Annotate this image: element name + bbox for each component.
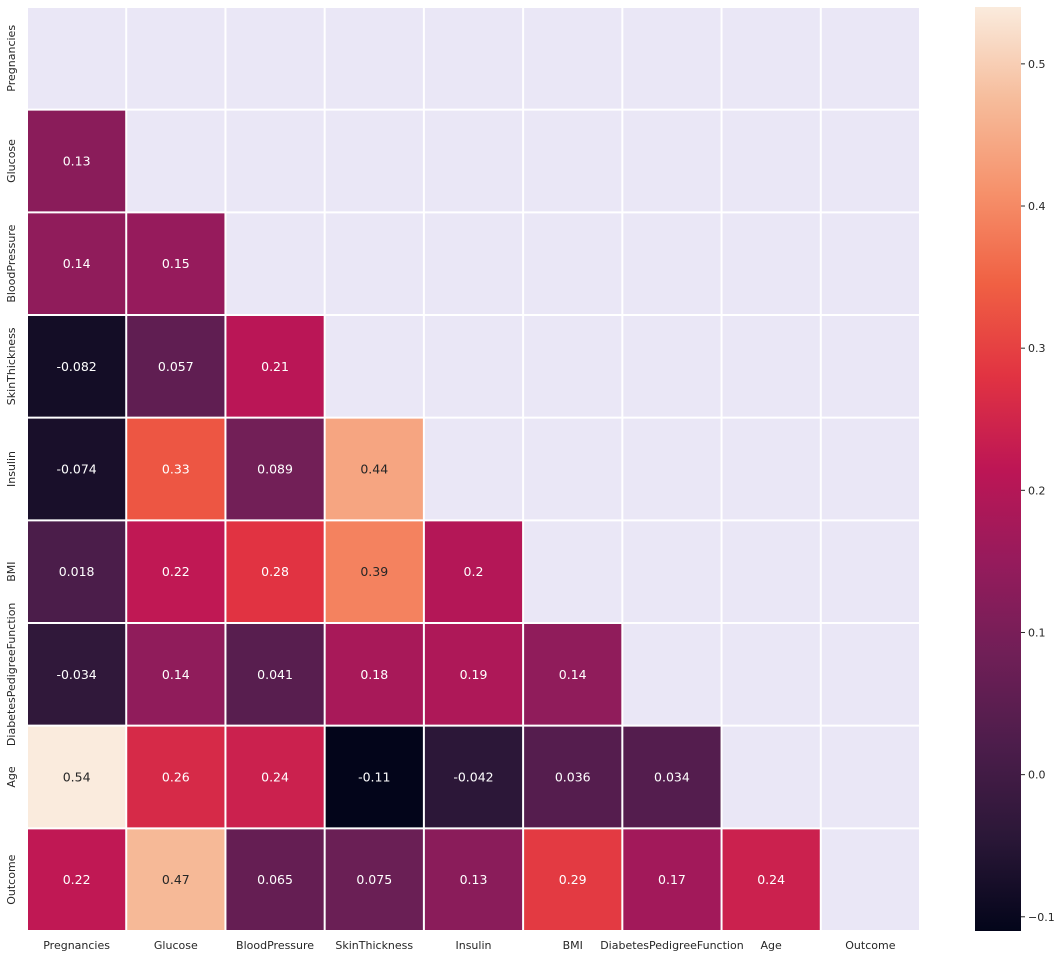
heatmap-cell xyxy=(324,520,424,623)
y-tick-label: Glucose xyxy=(5,139,18,183)
x-tick-label: Outcome xyxy=(845,939,895,952)
heatmap-cell xyxy=(126,623,226,726)
cell-value-label: -0.034 xyxy=(56,667,96,682)
heatmap-cell xyxy=(27,212,127,315)
heatmap-cell xyxy=(324,417,424,521)
heatmap-cell xyxy=(27,623,127,726)
cell-value-label: 0.44 xyxy=(360,462,388,477)
cell-value-label: 0.036 xyxy=(555,770,591,785)
cell-value-label: -0.082 xyxy=(56,359,96,374)
cell-value-label: 0.018 xyxy=(59,564,95,579)
cell-value-label: 0.17 xyxy=(658,872,686,887)
heatmap-cell xyxy=(27,315,127,418)
heatmap-cell xyxy=(523,725,623,829)
colorbar-tick-label: 0.4 xyxy=(1028,200,1046,213)
heatmap-cell xyxy=(423,520,524,623)
x-tick-label: Age xyxy=(761,939,783,952)
cell-value-label: 0.065 xyxy=(257,872,293,887)
heatmap-cell xyxy=(225,417,325,521)
cell-value-label: 0.089 xyxy=(257,462,293,477)
cell-value-label: -0.11 xyxy=(358,770,390,785)
x-tick-label: DiabetesPedigreeFunction xyxy=(600,939,743,952)
x-tick-label: Pregnancies xyxy=(43,939,110,952)
heatmap-cell xyxy=(126,212,226,315)
y-tick-label: DiabetesPedigreeFunction xyxy=(5,603,18,746)
heatmap-cell xyxy=(423,623,524,726)
y-tick-label: Insulin xyxy=(5,451,18,487)
heatmap-cell xyxy=(126,417,226,521)
x-tick-label: Glucose xyxy=(154,939,198,952)
cell-value-label: -0.074 xyxy=(56,462,96,477)
cell-value-label: 0.14 xyxy=(559,667,587,682)
cell-value-label: 0.22 xyxy=(162,564,190,579)
heatmap-cell xyxy=(225,520,325,623)
cell-value-label: 0.26 xyxy=(162,770,190,785)
colorbar xyxy=(975,7,1021,931)
heatmap-cell xyxy=(423,725,524,829)
cell-value-label: 0.057 xyxy=(158,359,194,374)
cell-value-label: 0.24 xyxy=(757,872,785,887)
colorbar-tick-label: 0.0 xyxy=(1028,769,1046,782)
heatmap-cell xyxy=(523,623,623,726)
y-tick-label: BMI xyxy=(5,562,18,582)
cell-value-label: 0.24 xyxy=(261,770,289,785)
heatmap-cell xyxy=(324,828,424,931)
colorbar-tick-label: 0.3 xyxy=(1028,342,1046,355)
heatmap-cell xyxy=(225,725,325,829)
cell-value-label: 0.13 xyxy=(460,872,488,887)
y-tick-label: Age xyxy=(5,766,18,788)
heatmap-cell xyxy=(721,828,821,931)
cell-value-label: 0.21 xyxy=(261,359,289,374)
y-tick-label: SkinThickness xyxy=(5,327,18,405)
cell-value-label: 0.13 xyxy=(63,154,91,169)
y-tick-label: BloodPressure xyxy=(5,224,18,302)
heatmap-cell xyxy=(27,520,127,623)
x-tick-label: Insulin xyxy=(455,939,491,952)
cell-value-label: 0.2 xyxy=(464,564,484,579)
heatmap-cell xyxy=(27,417,127,521)
heatmap-cell xyxy=(324,623,424,726)
heatmap-cell xyxy=(27,109,127,213)
heatmap-cell xyxy=(225,315,325,418)
cell-value-label: 0.22 xyxy=(63,872,91,887)
heatmap-cell xyxy=(126,315,226,418)
y-tick-label: Pregnancies xyxy=(5,25,18,92)
heatmap-cell xyxy=(126,828,226,931)
cell-value-label: 0.14 xyxy=(162,667,190,682)
cell-value-label: -0.042 xyxy=(453,770,493,785)
colorbar-tick-label: −0.1 xyxy=(1028,911,1055,924)
heatmap-cell xyxy=(126,725,226,829)
cell-value-label: 0.47 xyxy=(162,872,190,887)
cell-value-label: 0.15 xyxy=(162,256,190,271)
heatmap-cell xyxy=(622,828,722,931)
heatmap-cell xyxy=(27,725,127,829)
heatmap-cell xyxy=(225,828,325,931)
heatmap-cell xyxy=(126,520,226,623)
colorbar-tick-label: 0.5 xyxy=(1028,58,1046,71)
heatmap-cell xyxy=(523,828,623,931)
x-tick-label: SkinThickness xyxy=(335,939,413,952)
cell-value-label: 0.39 xyxy=(360,564,388,579)
x-tick-label: BMI xyxy=(563,939,583,952)
y-tick-label: Outcome xyxy=(5,854,18,904)
cell-value-label: 0.29 xyxy=(559,872,587,887)
cell-value-label: 0.33 xyxy=(162,462,190,477)
cell-value-label: 0.28 xyxy=(261,564,289,579)
cell-value-label: 0.075 xyxy=(356,872,392,887)
cell-value-label: 0.54 xyxy=(63,770,91,785)
cell-value-label: 0.034 xyxy=(654,770,690,785)
colorbar-tick-label: 0.1 xyxy=(1028,626,1046,639)
heatmap-cell xyxy=(622,725,722,829)
heatmap-cell xyxy=(324,725,424,829)
cell-value-label: 0.14 xyxy=(63,256,91,271)
cell-value-label: 0.18 xyxy=(360,667,388,682)
colorbar-tick-label: 0.2 xyxy=(1028,484,1046,497)
cell-value-label: 0.19 xyxy=(460,667,488,682)
heatmap-cell xyxy=(225,623,325,726)
heatmap-cell xyxy=(27,828,127,931)
heatmap-cell xyxy=(423,828,524,931)
cell-value-label: 0.041 xyxy=(257,667,293,682)
x-tick-label: BloodPressure xyxy=(236,939,314,952)
